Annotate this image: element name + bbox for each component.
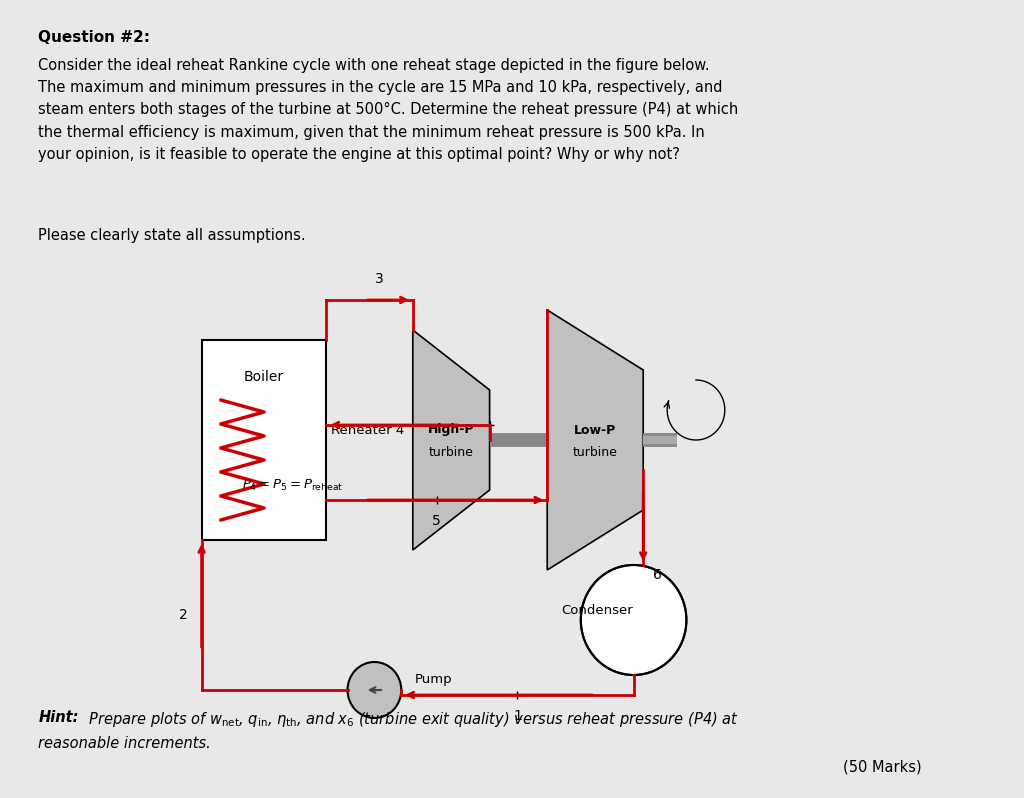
- Text: Low-P: Low-P: [574, 424, 616, 437]
- Text: Condenser: Condenser: [561, 603, 634, 617]
- Bar: [202, 340, 327, 540]
- Text: reasonable increments.: reasonable increments.: [39, 736, 211, 751]
- Text: Boiler: Boiler: [244, 370, 284, 384]
- Text: 2: 2: [179, 608, 188, 622]
- Text: Pump: Pump: [415, 674, 453, 686]
- Text: 6: 6: [653, 568, 662, 582]
- Text: turbine: turbine: [429, 445, 474, 459]
- Text: Prepare plots of $w_{\rm net}$, $q_{\rm in}$, $\eta_{\rm th}$, and $x_6$ (turbin: Prepare plots of $w_{\rm net}$, $q_{\rm …: [84, 710, 739, 729]
- Polygon shape: [547, 310, 643, 570]
- Text: $P_4 = P_5 = P_{\mathrm{reheat}}$: $P_4 = P_5 = P_{\mathrm{reheat}}$: [242, 477, 343, 492]
- Text: turbine: turbine: [572, 445, 617, 459]
- Text: 3: 3: [375, 272, 384, 286]
- Text: 5: 5: [432, 514, 441, 528]
- Text: Consider the ideal reheat Rankine cycle with one reheat stage depicted in the fi: Consider the ideal reheat Rankine cycle …: [39, 58, 738, 162]
- Text: Reheater 4: Reheater 4: [331, 424, 404, 437]
- Text: Question #2:: Question #2:: [39, 30, 151, 45]
- Text: Hint:: Hint:: [39, 710, 79, 725]
- Polygon shape: [413, 330, 489, 550]
- Text: High-P: High-P: [428, 424, 474, 437]
- Text: 1: 1: [513, 709, 522, 723]
- Text: Please clearly state all assumptions.: Please clearly state all assumptions.: [39, 228, 306, 243]
- Text: (50 Marks): (50 Marks): [843, 760, 922, 775]
- Circle shape: [347, 662, 401, 718]
- Circle shape: [581, 565, 686, 675]
